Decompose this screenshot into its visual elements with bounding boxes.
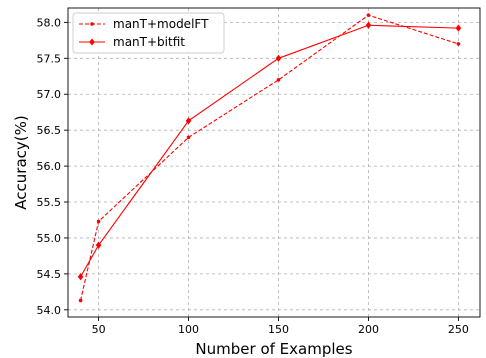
data-point — [366, 13, 371, 17]
legend-label-modelft: manT+modelFT — [113, 17, 209, 31]
data-point — [78, 298, 83, 303]
legend-box — [72, 12, 225, 54]
grid — [68, 8, 480, 317]
y-axis-title: Accuracy(%) — [12, 115, 30, 209]
data-point — [185, 117, 192, 125]
series-2 — [77, 21, 462, 281]
x-tick-label: 50 — [92, 323, 106, 336]
series-line — [80, 24, 459, 278]
data-point — [96, 219, 101, 224]
legend-marker-bitfit — [89, 38, 95, 46]
series-layer — [77, 13, 462, 303]
data-point — [275, 54, 282, 62]
x-tick-label: 100 — [178, 323, 199, 336]
y-tick-label: 54.5 — [37, 268, 62, 281]
x-tick-label: 200 — [358, 323, 379, 336]
y-tick-label: 57.0 — [37, 88, 62, 101]
series-line — [80, 14, 459, 301]
series-1 — [78, 13, 461, 303]
y-tick-label: 55.0 — [37, 232, 62, 245]
y-tick-label: 56.5 — [37, 124, 62, 137]
y-tick-label: 56.0 — [37, 160, 62, 173]
y-tick-label: 55.5 — [37, 196, 62, 209]
data-point — [276, 78, 281, 82]
x-tick-label: 250 — [448, 323, 469, 336]
legend: manT+modelFT manT+bitfit — [72, 12, 225, 54]
data-point — [186, 135, 191, 140]
ticks: 50 100 150 200 250 54.0 54.5 55.0 55.5 56.0 56.5 57… — [37, 16, 469, 336]
plot-frame — [67, 7, 481, 318]
y-tick-label: 57.5 — [37, 52, 62, 65]
y-tick-label: 58.0 — [37, 16, 62, 29]
legend-marker-modelft — [90, 22, 94, 26]
y-tick-label: 54.0 — [37, 304, 62, 317]
x-axis-title: Number of Examples — [195, 340, 352, 358]
data-point — [455, 24, 462, 32]
data-point — [365, 21, 372, 29]
data-point — [456, 42, 461, 46]
data-point — [77, 273, 84, 281]
data-point — [95, 241, 102, 249]
x-tick-label: 150 — [268, 323, 289, 336]
legend-label-bitfit: manT+bitfit — [113, 35, 185, 49]
